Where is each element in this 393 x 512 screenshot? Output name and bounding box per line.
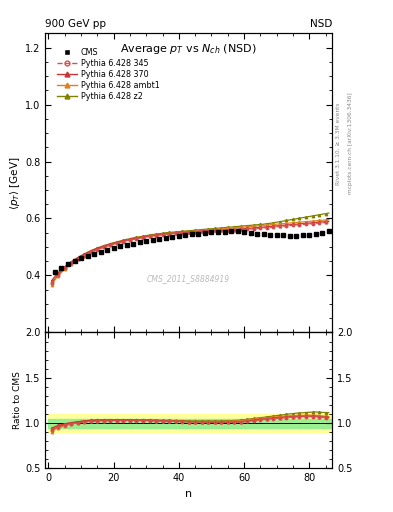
Text: CMS_2011_S8884919: CMS_2011_S8884919 <box>147 274 230 283</box>
Text: Rivet 3.1.10, ≥ 3.3M events: Rivet 3.1.10, ≥ 3.3M events <box>336 102 341 185</box>
Text: mcplots.cern.ch [arXiv:1306.3436]: mcplots.cern.ch [arXiv:1306.3436] <box>348 93 353 194</box>
Y-axis label: Ratio to CMS: Ratio to CMS <box>13 372 22 430</box>
Y-axis label: $\langle p_T \rangle$ [GeV]: $\langle p_T \rangle$ [GeV] <box>8 156 22 209</box>
X-axis label: n: n <box>185 489 192 499</box>
Text: NSD: NSD <box>310 19 332 29</box>
Legend: CMS, Pythia 6.428 345, Pythia 6.428 370, Pythia 6.428 ambt1, Pythia 6.428 z2: CMS, Pythia 6.428 345, Pythia 6.428 370,… <box>55 46 161 102</box>
Text: 900 GeV pp: 900 GeV pp <box>45 19 106 29</box>
Text: Average $p_T$ vs $N_{ch}$ (NSD): Average $p_T$ vs $N_{ch}$ (NSD) <box>120 42 257 56</box>
